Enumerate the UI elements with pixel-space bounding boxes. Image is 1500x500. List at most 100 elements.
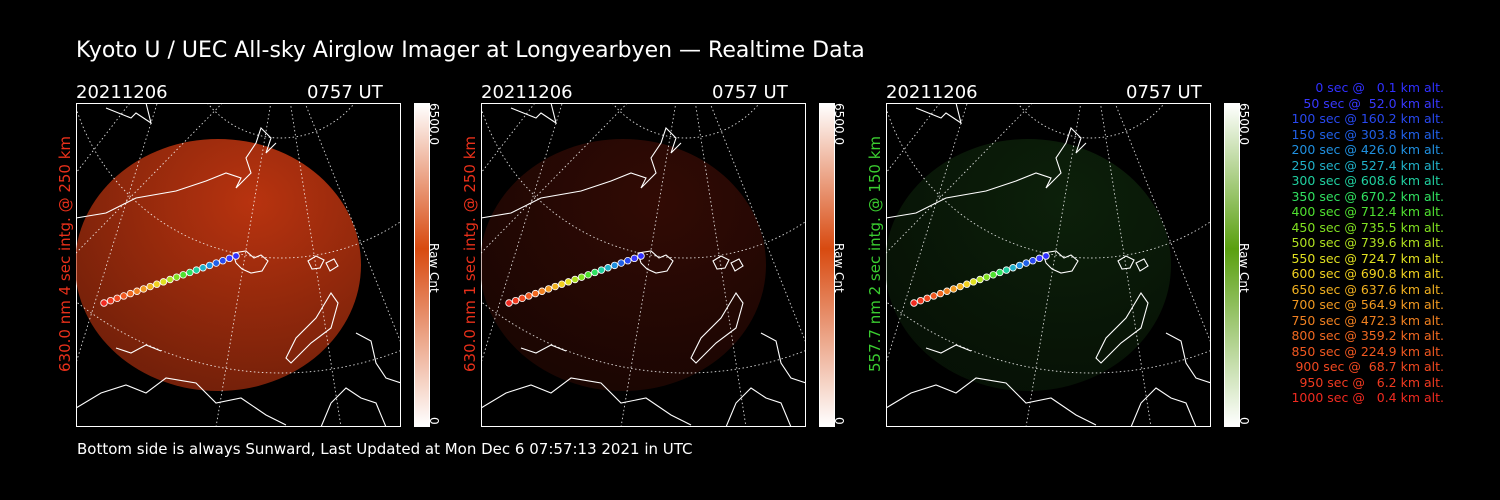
panel-3-time: 0757 UT xyxy=(1126,82,1202,103)
trajectory-point xyxy=(630,254,639,263)
legend-entry: 650 sec @ 637.6 km alt. xyxy=(1291,281,1444,297)
trajectory-point xyxy=(525,292,533,300)
trajectory-point xyxy=(916,296,925,305)
legend-entry: 350 sec @ 670.2 km alt. xyxy=(1291,188,1444,204)
trajectory-point xyxy=(544,285,553,293)
trajectory-point xyxy=(584,271,592,279)
legend-entry: 750 sec @ 472.3 km alt. xyxy=(1291,312,1444,328)
panel-3-wavelength-label: 557.7 nm 2 sec intg. @ 150 km xyxy=(866,135,884,372)
map-graticule xyxy=(886,103,1211,427)
panel-2-colorbar-min: 0 xyxy=(832,417,846,425)
legend-entry: 50 sec @ 52.0 km alt. xyxy=(1303,95,1444,111)
trajectory-point xyxy=(1002,266,1011,274)
legend-entry: 1000 sec @ 0.4 km alt. xyxy=(1291,390,1444,405)
trajectory-point xyxy=(538,287,546,295)
legend-entry: 300 sec @ 608.6 km alt. xyxy=(1291,173,1444,188)
trajectory-point xyxy=(949,285,958,293)
trajectory-point xyxy=(1015,261,1024,270)
panel-1-colorbar xyxy=(414,103,430,427)
trajectory-point xyxy=(910,299,918,307)
trajectory-point xyxy=(577,273,586,281)
trajectory-point xyxy=(624,256,632,265)
trajectory-point xyxy=(610,261,619,270)
trajectory-point xyxy=(1009,264,1017,272)
trajectory-point xyxy=(120,292,128,300)
trajectory-point xyxy=(100,299,108,307)
satellite-trajectory xyxy=(910,252,1050,307)
trajectory-point xyxy=(106,296,115,305)
panel-2-colorbar-unit: Raw Cnt xyxy=(832,243,846,293)
legend-entry: 0 sec @ 0.1 km alt. xyxy=(1315,80,1444,95)
panel-3-colorbar-max: 6500.0 xyxy=(1237,103,1251,145)
panel-2-image xyxy=(481,103,806,427)
legend-entry: 950 sec @ 6.2 km alt. xyxy=(1299,374,1444,390)
trajectory-point xyxy=(212,259,220,267)
trajectory-point xyxy=(192,266,201,274)
panel-2-colorbar xyxy=(819,103,835,427)
trajectory-time-altitude-legend: 0 sec @ 0.1 km alt. 50 sec @ 52.0 km alt.… xyxy=(1262,80,1444,406)
panel-3-image xyxy=(886,103,1211,427)
trajectory-point xyxy=(1042,252,1050,260)
trajectory-point xyxy=(976,275,984,284)
page-title: Kyoto U / UEC All-sky Airglow Imager at … xyxy=(76,38,865,63)
trajectory-point xyxy=(996,268,1004,277)
trajectory-point xyxy=(126,289,135,298)
legend-entry: 200 sec @ 426.0 km alt. xyxy=(1291,142,1444,157)
trajectory-point xyxy=(518,294,526,302)
trajectory-point xyxy=(936,289,945,298)
coastline-outline xyxy=(481,103,806,427)
trajectory-point xyxy=(982,273,991,281)
trajectory-point xyxy=(551,282,559,291)
panel-1-time: 0757 UT xyxy=(307,82,383,103)
trajectory-point xyxy=(232,252,240,260)
trajectory-point xyxy=(531,289,540,298)
trajectory-point xyxy=(159,278,168,286)
trajectory-point xyxy=(225,254,234,263)
trajectory-point xyxy=(989,271,997,279)
panel-3-date: 20211206 xyxy=(886,82,978,103)
trajectory-point xyxy=(571,275,579,284)
legend-entry: 450 sec @ 735.5 km alt. xyxy=(1291,219,1444,235)
trajectory-point xyxy=(943,287,951,295)
panel-3-colorbar-unit: Raw Cnt xyxy=(1237,243,1251,293)
panel-1-wavelength-label: 630.0 nm 4 sec intg. @ 250 km xyxy=(56,135,74,372)
panel-3-colorbar xyxy=(1224,103,1240,427)
trajectory-point xyxy=(146,282,154,291)
map-graticule xyxy=(481,103,806,427)
legend-entry: 600 sec @ 690.8 km alt. xyxy=(1291,266,1444,281)
trajectory-point xyxy=(1035,254,1044,263)
legend-entry: 150 sec @ 303.8 km alt. xyxy=(1291,126,1444,142)
trajectory-point xyxy=(505,299,513,307)
trajectory-point xyxy=(205,261,214,270)
panel-2-time: 0757 UT xyxy=(712,82,788,103)
trajectory-point xyxy=(558,280,566,288)
trajectory-point xyxy=(172,273,181,281)
trajectory-point xyxy=(604,264,612,272)
trajectory-point xyxy=(133,287,141,295)
panel-1-colorbar-unit: Raw Cnt xyxy=(427,243,441,293)
legend-entry: 900 sec @ 68.7 km alt. xyxy=(1295,359,1444,374)
panel-2-date: 20211206 xyxy=(481,82,573,103)
trajectory-point xyxy=(956,282,964,291)
trajectory-point xyxy=(199,264,207,272)
legend-entry: 850 sec @ 224.9 km alt. xyxy=(1291,343,1444,359)
panel-3-colorbar-min: 0 xyxy=(1237,417,1251,425)
trajectory-point xyxy=(186,268,194,277)
trajectory-point xyxy=(139,285,148,293)
satellite-trajectory xyxy=(100,252,240,307)
trajectory-point xyxy=(113,294,121,302)
trajectory-point xyxy=(617,259,625,267)
legend-entry: 500 sec @ 739.6 km alt. xyxy=(1291,235,1444,250)
trajectory-point xyxy=(1029,256,1037,265)
map-graticule xyxy=(76,103,401,427)
panel-2-colorbar-max: 6500.0 xyxy=(832,103,846,145)
panel-1-date: 20211206 xyxy=(76,82,168,103)
panel-2-wavelength-label: 630.0 nm 1 sec intg. @ 250 km xyxy=(461,135,479,372)
coastline-outline xyxy=(886,103,1211,427)
coastline-outline xyxy=(76,103,401,427)
trajectory-point xyxy=(166,275,174,284)
panel-1-colorbar-max: 6500.0 xyxy=(427,103,441,145)
trajectory-point xyxy=(930,292,938,300)
trajectory-point xyxy=(597,266,606,274)
satellite-trajectory xyxy=(505,252,645,307)
